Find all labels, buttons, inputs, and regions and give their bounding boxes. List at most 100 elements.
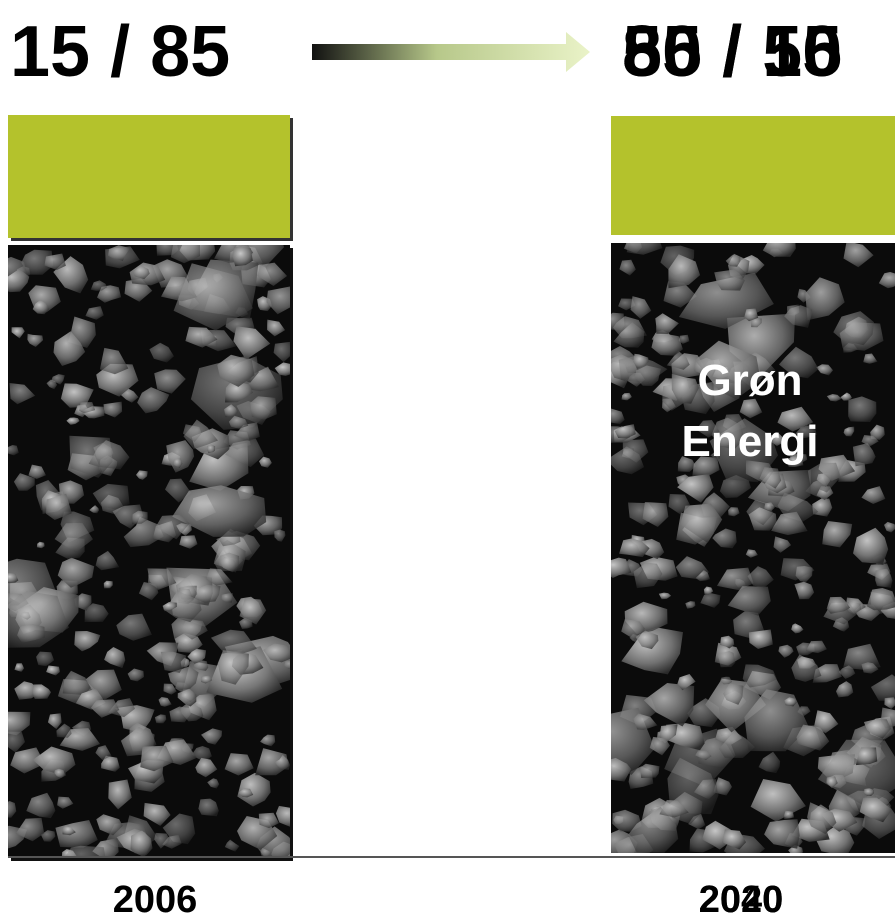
rock — [90, 699, 120, 718]
rock — [32, 684, 51, 699]
rock — [635, 630, 659, 650]
rock — [728, 507, 740, 517]
rock — [9, 383, 36, 405]
rock — [870, 674, 895, 701]
rock — [771, 511, 808, 536]
rock — [234, 422, 260, 441]
rock — [786, 456, 804, 467]
rock — [677, 474, 714, 503]
rock — [863, 718, 891, 739]
rock — [137, 387, 170, 414]
rock — [655, 313, 679, 334]
rock — [758, 751, 781, 774]
rock — [677, 674, 696, 691]
rock — [140, 745, 174, 772]
rock — [777, 406, 814, 432]
rock — [611, 757, 632, 782]
rock — [132, 265, 150, 280]
rock — [192, 584, 221, 603]
rock — [232, 246, 253, 267]
rock — [694, 340, 761, 400]
rock — [720, 635, 735, 649]
rock — [36, 541, 45, 549]
rock — [224, 753, 254, 776]
rock — [228, 415, 249, 429]
rock — [848, 396, 877, 422]
rock — [64, 845, 106, 858]
rock — [784, 810, 795, 820]
rock — [688, 813, 706, 830]
arrow — [312, 32, 590, 72]
rock — [855, 747, 878, 766]
rock — [693, 779, 718, 800]
rock — [173, 263, 253, 331]
rock — [621, 627, 683, 675]
rock — [626, 243, 663, 255]
rock — [611, 557, 632, 578]
rock — [274, 754, 290, 770]
rock — [714, 269, 745, 291]
year-2006: 2006 — [113, 879, 198, 915]
rock — [154, 832, 170, 849]
rock — [8, 573, 19, 584]
rock — [864, 788, 874, 796]
rock — [614, 424, 636, 439]
rock — [207, 778, 220, 789]
rock — [807, 802, 837, 834]
rock — [853, 527, 889, 565]
rock — [123, 516, 164, 548]
rock — [21, 249, 54, 275]
rock — [79, 402, 96, 414]
rock — [805, 640, 827, 654]
rock — [170, 245, 200, 264]
rock — [8, 801, 17, 818]
rock — [88, 440, 130, 470]
rock — [762, 243, 796, 257]
rock — [162, 834, 182, 849]
rock — [671, 373, 699, 404]
year-future: 2020 — [699, 879, 784, 915]
rock — [861, 486, 886, 504]
rock — [147, 568, 177, 590]
rock — [843, 426, 855, 437]
rock — [778, 644, 794, 658]
rock — [618, 355, 668, 383]
rock — [846, 600, 862, 615]
rock — [158, 697, 172, 707]
rock — [28, 464, 46, 479]
rock — [90, 280, 108, 291]
rock — [95, 745, 112, 761]
rock — [62, 670, 91, 695]
rock — [260, 847, 272, 858]
rock — [812, 664, 842, 683]
rock — [163, 683, 177, 695]
rock — [96, 363, 139, 397]
rock — [619, 259, 636, 276]
rock — [826, 596, 851, 614]
rock — [263, 643, 290, 663]
rock — [32, 299, 49, 315]
rock — [744, 308, 759, 322]
rock — [183, 419, 218, 450]
rock — [221, 593, 233, 603]
rock — [677, 456, 696, 472]
rock — [759, 467, 782, 489]
rock — [611, 408, 625, 424]
rock — [162, 602, 177, 612]
rock — [274, 362, 290, 376]
rock — [54, 768, 66, 779]
rock — [224, 404, 238, 418]
rock — [843, 243, 874, 268]
rock — [711, 417, 745, 450]
rock — [57, 557, 95, 588]
rock — [54, 522, 93, 553]
year-future: 2040 — [699, 879, 784, 915]
rock — [826, 776, 838, 789]
rock — [154, 714, 167, 724]
rock — [875, 568, 893, 588]
rock — [791, 654, 822, 682]
rock — [258, 812, 279, 829]
rock — [816, 825, 855, 853]
rock — [224, 839, 240, 852]
rock — [713, 777, 732, 796]
